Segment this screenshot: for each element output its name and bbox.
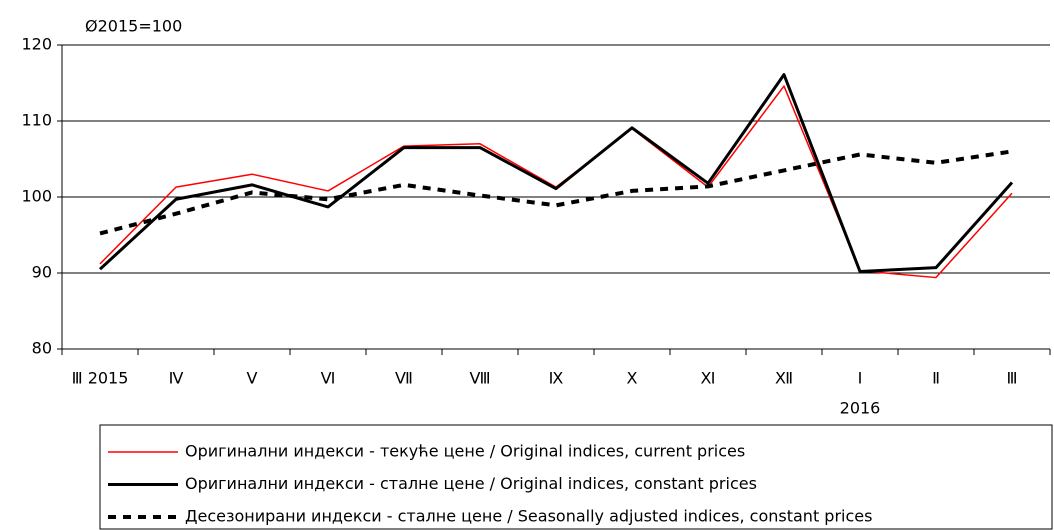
- unit-note: Ø2015=100: [85, 17, 182, 36]
- x-tick-label: Ⅱ: [932, 369, 940, 388]
- x-tick-label: Ⅵ: [321, 369, 336, 388]
- y-tick-label: 120: [21, 35, 52, 54]
- legend-box: [99, 424, 1053, 530]
- legend-label: Оригинални индекси - текуће цене / Origi…: [185, 442, 745, 461]
- year-label: 2016: [840, 399, 881, 418]
- legend-label: Десезонирани индекси - сталне цене / Sea…: [185, 507, 872, 526]
- x-tick-label: Ⅲ 2015: [72, 369, 129, 388]
- series-line: [99, 149, 1013, 236]
- x-tick-label: Ⅰ: [858, 369, 863, 388]
- x-tick-label: Ⅺ: [701, 369, 716, 388]
- legend-label: Оригинални индекси - сталне цене / Origi…: [185, 474, 757, 493]
- x-tick-label: Ⅷ: [469, 369, 490, 388]
- series-line: [99, 85, 1013, 279]
- y-tick-label: 110: [21, 111, 52, 130]
- x-tick-label: Ⅶ: [395, 369, 413, 388]
- x-tick-label: Ⅹ: [627, 369, 638, 388]
- series-line: [98, 73, 1014, 273]
- x-tick-label: Ⅳ: [169, 369, 184, 388]
- y-tick-label: 100: [21, 187, 52, 206]
- x-tick-label: Ⅲ: [1006, 369, 1017, 388]
- y-tick-label: 80: [32, 339, 52, 358]
- x-tick-label: Ⅻ: [775, 369, 793, 388]
- y-tick-label: 90: [32, 263, 52, 282]
- x-tick-label: Ⅴ: [247, 369, 258, 388]
- x-tick-label: Ⅸ: [549, 369, 564, 388]
